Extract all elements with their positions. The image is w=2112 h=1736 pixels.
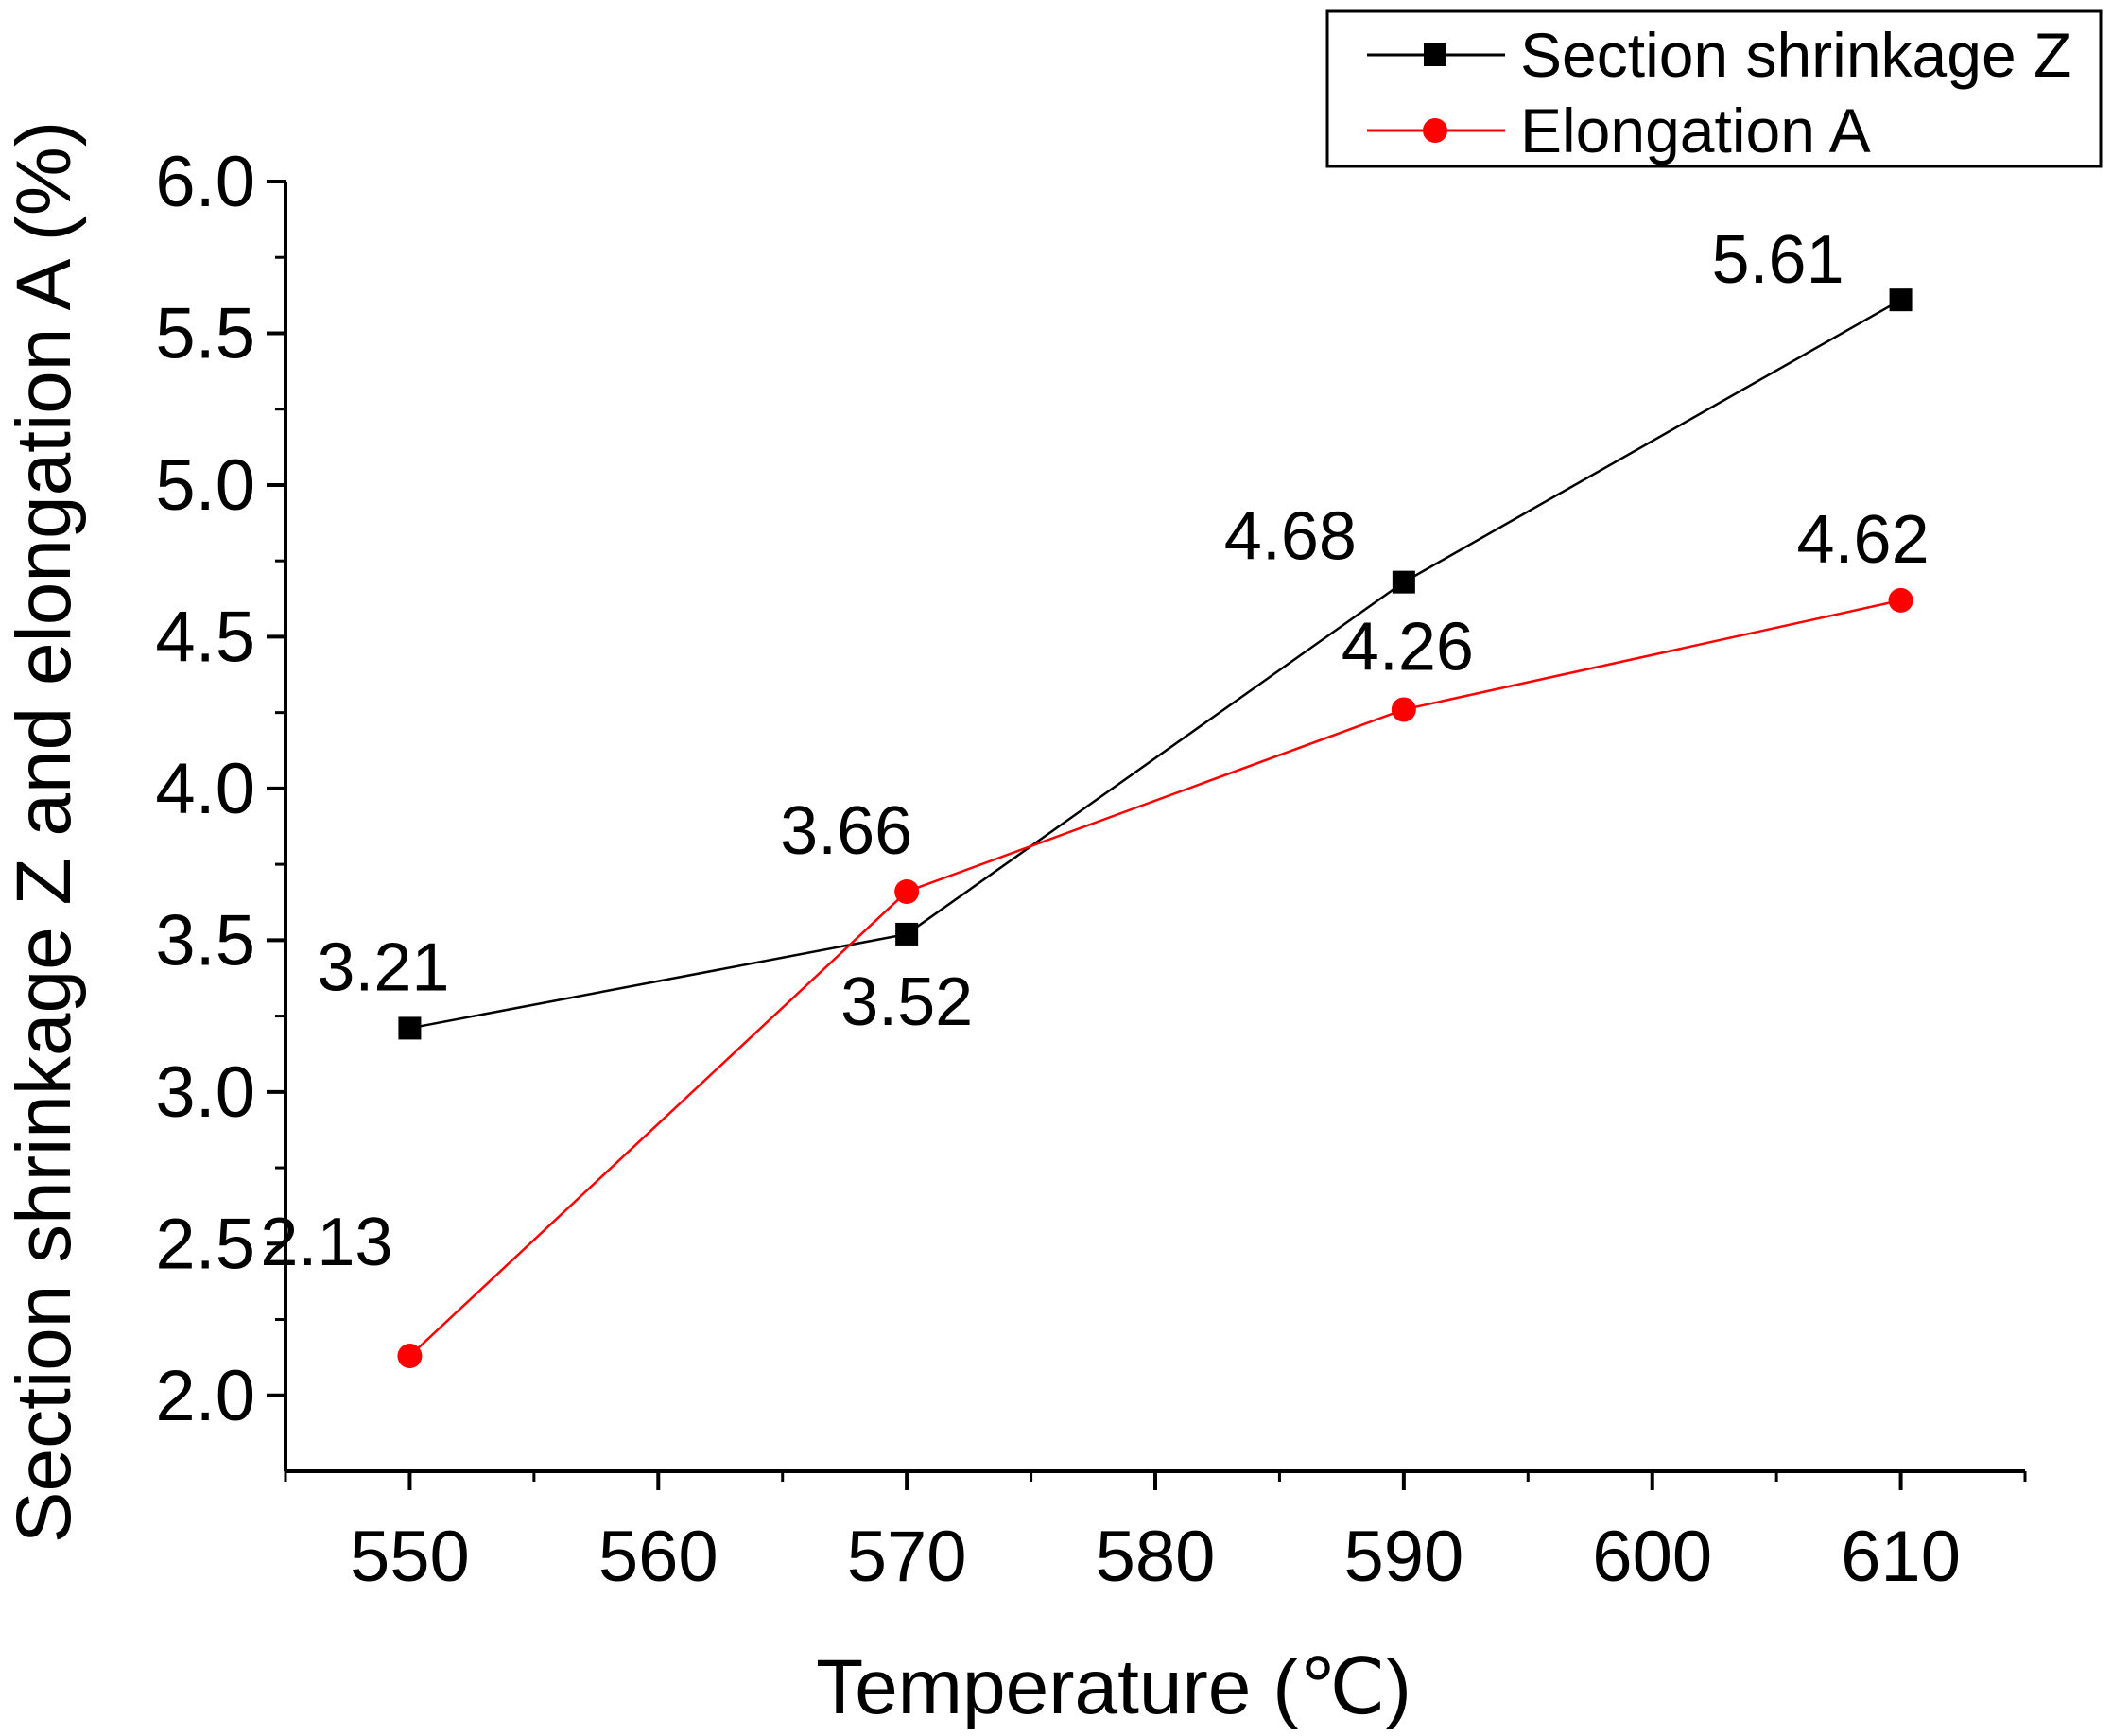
y-tick-label: 2.0	[155, 1356, 255, 1436]
legend-label: Elongation A	[1520, 95, 1871, 165]
legend-label: Section shrinkage Z	[1520, 20, 2071, 90]
data-point-square	[1392, 570, 1415, 594]
x-tick-label: 560	[598, 1517, 718, 1597]
legend-marker-circle	[1423, 118, 1447, 143]
x-tick-label: 580	[1096, 1517, 1216, 1597]
legend-box	[1325, 9, 2103, 168]
data-label: 3.66	[780, 793, 912, 869]
data-point-square	[895, 922, 919, 946]
x-tick-label: 590	[1343, 1517, 1463, 1597]
data-point-circle	[1391, 697, 1416, 722]
data-label: 5.61	[1712, 222, 1844, 298]
data-point-square	[1889, 288, 1913, 312]
series-line-section-shrinkage-z	[409, 299, 1902, 1030]
x-tick-label: 600	[1592, 1517, 1712, 1597]
x-tick-label: 610	[1841, 1517, 1961, 1597]
data-point-circle	[894, 879, 920, 905]
y-tick-label: 5.0	[155, 445, 255, 526]
data-label: 4.62	[1797, 502, 1930, 578]
data-point-circle	[1888, 587, 1913, 613]
y-tick-label: 3.5	[155, 900, 255, 981]
y-axis-title: Section shrinkage Z and elongation A (%)	[1, 121, 87, 1543]
x-axis-title: Temperature (℃)	[816, 1644, 1411, 1730]
data-point-square	[398, 1016, 422, 1040]
series-line-elongation-a	[408, 599, 1901, 1357]
axes: 2.0 2.5 3.0 3.5 4.0 4.5 5.0 5.5 6.0 550 560 570 580 5…	[155, 142, 2027, 1597]
x-tick-label: 550	[350, 1517, 470, 1597]
data-labels: 3.21 3.52 4.68 5.61 2.13 3.66 4.26 4.62	[260, 222, 1929, 1280]
y-tick-label: 6.0	[155, 142, 255, 222]
data-point-circle	[397, 1344, 423, 1369]
y-tick-label: 3.0	[155, 1052, 255, 1133]
data-label: 3.52	[840, 964, 973, 1040]
data-label: 4.68	[1224, 499, 1357, 575]
y-tick-label: 4.0	[155, 749, 255, 829]
y-tick-label: 4.5	[155, 597, 255, 677]
y-tick-label: 2.5	[155, 1204, 255, 1284]
data-label: 4.26	[1342, 609, 1474, 685]
data-label: 3.21	[317, 929, 449, 1005]
y-tick-label: 5.5	[155, 293, 255, 373]
data-label: 2.13	[260, 1205, 392, 1280]
series-layer	[397, 288, 1913, 1369]
legend-marker-square	[1424, 43, 1446, 66]
x-tick-label: 570	[847, 1517, 967, 1597]
